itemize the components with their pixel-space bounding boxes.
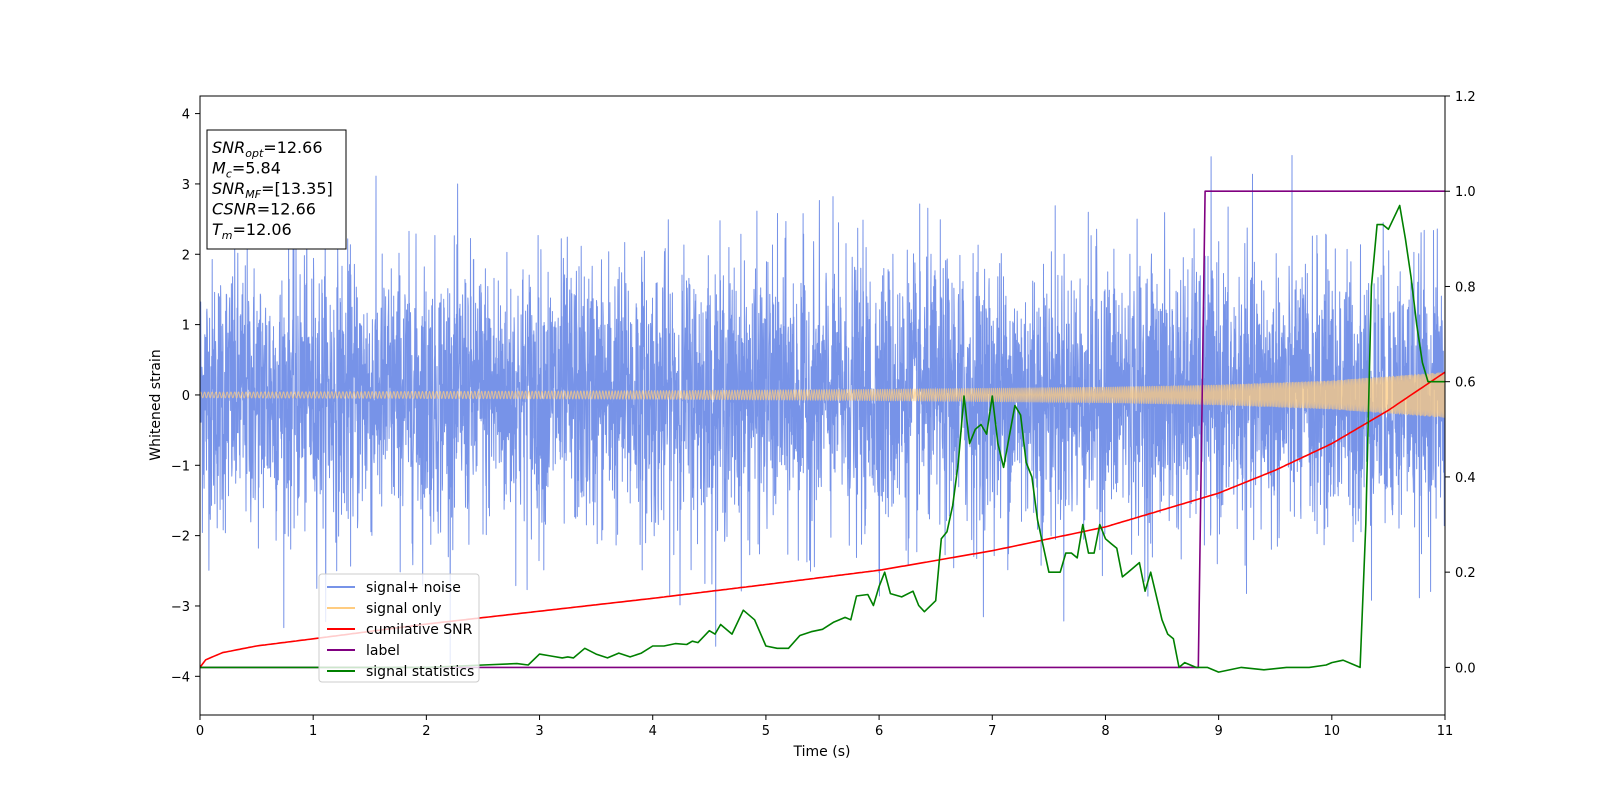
y-left-tick-label: −3 xyxy=(171,600,190,615)
y-axis-label: Whitened strain xyxy=(148,349,164,460)
y-left-tick-label: 4 xyxy=(182,108,190,123)
y-left-tick-label: 0 xyxy=(182,389,190,404)
x-tick-label: 6 xyxy=(875,724,883,739)
series-signal-statistics xyxy=(200,204,1445,673)
legend-label: signal statistics xyxy=(366,664,474,680)
series-signal-only xyxy=(200,372,1445,418)
y-left-tick-label: 3 xyxy=(182,178,190,193)
annotation-box: SNRopt=12.66Mc=5.84SNRMF=[13.35]CSNR=12.… xyxy=(206,129,347,250)
y-right-tick-label: 0.2 xyxy=(1455,566,1476,581)
legend-label: label xyxy=(366,643,400,659)
x-tick-label: 8 xyxy=(1101,724,1109,739)
annotation-line: SNRopt=12.66 xyxy=(212,138,323,160)
x-tick-label: 3 xyxy=(535,724,543,739)
annotation-line: SNRMF=[13.35] xyxy=(212,179,333,201)
annotation-frame xyxy=(206,129,347,250)
y-left-tick-label: −2 xyxy=(171,530,190,545)
axes: 0 1 2 3 4 5 6 7 8 9 10 11 −4 −3 −2 −1 0 1 2 3 4 0.0 0.2 0.4 0.6 0… xyxy=(171,90,1476,739)
x-tick-label: 0 xyxy=(196,724,204,739)
y-right-tick-label: 0.0 xyxy=(1455,661,1476,676)
annotation-line: CSNR=12.66 xyxy=(212,200,316,219)
x-tick-label: 11 xyxy=(1437,724,1454,739)
plot-frame xyxy=(199,95,1446,716)
y-right-tick-label: 1.2 xyxy=(1455,90,1476,105)
legend-label: signal only xyxy=(366,601,441,617)
y-right-tick-label: 0.4 xyxy=(1455,471,1476,486)
x-tick-label: 2 xyxy=(422,724,430,739)
y-right-tick-label: 1.0 xyxy=(1455,185,1476,200)
x-tick-label: 7 xyxy=(988,724,996,739)
series-label xyxy=(200,190,1445,669)
y-right-tick-label: 0.8 xyxy=(1455,280,1476,295)
x-tick-label: 4 xyxy=(649,724,657,739)
y-left-tick-label: 2 xyxy=(182,248,190,263)
y-right-tick-label: 0.6 xyxy=(1455,376,1476,391)
x-tick-label: 1 xyxy=(309,724,317,739)
x-tick-label: 5 xyxy=(762,724,770,739)
y-left-tick-label: 1 xyxy=(182,319,190,334)
legend-frame xyxy=(318,573,480,683)
x-tick-label: 10 xyxy=(1324,724,1341,739)
x-axis-label: Time (s) xyxy=(793,744,851,760)
legend-label: cumilative SNR xyxy=(366,622,473,638)
legend-label: signal+ noise xyxy=(366,580,461,596)
annotation-line: Tm=12.06 xyxy=(212,220,292,242)
x-tick-label: 9 xyxy=(1214,724,1222,739)
y-left-tick-label: −1 xyxy=(171,459,190,474)
annotation-line: Mc=5.84 xyxy=(212,159,281,181)
legend: signal+ noise signal only cumilative SNR la… xyxy=(318,573,480,683)
y-left-tick-label: −4 xyxy=(171,670,190,685)
